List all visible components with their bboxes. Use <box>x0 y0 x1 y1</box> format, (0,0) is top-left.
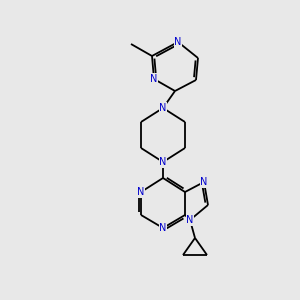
Text: N: N <box>174 37 182 47</box>
Text: N: N <box>150 74 158 84</box>
Text: N: N <box>186 215 194 225</box>
Text: N: N <box>200 177 208 187</box>
Text: N: N <box>137 187 145 197</box>
Text: N: N <box>159 223 167 233</box>
Text: N: N <box>159 103 167 113</box>
Text: N: N <box>159 157 167 167</box>
